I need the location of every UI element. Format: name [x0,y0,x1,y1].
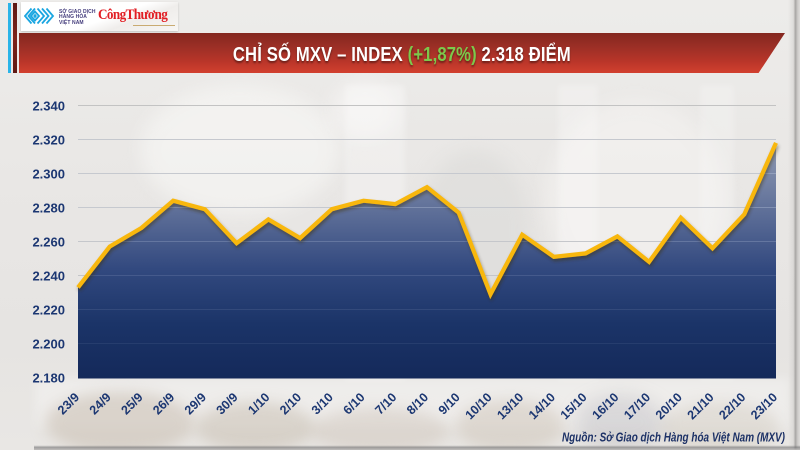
svg-text:2.180: 2.180 [32,371,65,386]
svg-text:2.240: 2.240 [32,269,65,284]
svg-text:16/10: 16/10 [590,390,622,422]
svg-text:24/9: 24/9 [87,390,114,417]
svg-text:22/10: 22/10 [716,390,748,422]
svg-text:2.220: 2.220 [32,303,65,318]
svg-text:3/10: 3/10 [309,390,336,417]
svg-text:23/9: 23/9 [55,390,82,417]
svg-text:15/10: 15/10 [558,390,590,422]
svg-text:23/10: 23/10 [748,390,780,422]
svg-text:14/10: 14/10 [526,390,558,422]
svg-text:7/10: 7/10 [372,390,399,417]
svg-text:25/9: 25/9 [119,390,146,417]
svg-text:2.340: 2.340 [32,99,65,114]
svg-text:6/10: 6/10 [341,390,368,417]
svg-text:1/10: 1/10 [245,390,272,417]
svg-text:Nguồn: Sở Giao dịch Hàng hóa V: Nguồn: Sở Giao dịch Hàng hóa Việt Nam (M… [562,431,785,445]
svg-text:2.260: 2.260 [32,235,65,250]
svg-text:2/10: 2/10 [277,390,304,417]
svg-text:9/10: 9/10 [436,390,463,417]
svg-text:17/10: 17/10 [621,390,653,422]
svg-text:8/10: 8/10 [404,390,431,417]
svg-text:2.300: 2.300 [32,167,65,182]
svg-text:2.320: 2.320 [32,133,65,148]
svg-text:26/9: 26/9 [150,390,177,417]
svg-text:29/9: 29/9 [182,390,209,417]
svg-text:2.200: 2.200 [32,337,65,352]
svg-text:13/10: 13/10 [494,390,526,422]
svg-text:20/10: 20/10 [653,390,685,422]
svg-text:21/10: 21/10 [685,390,717,422]
svg-text:2.280: 2.280 [32,201,65,216]
svg-text:30/9: 30/9 [214,390,241,417]
svg-text:10/10: 10/10 [463,390,495,422]
